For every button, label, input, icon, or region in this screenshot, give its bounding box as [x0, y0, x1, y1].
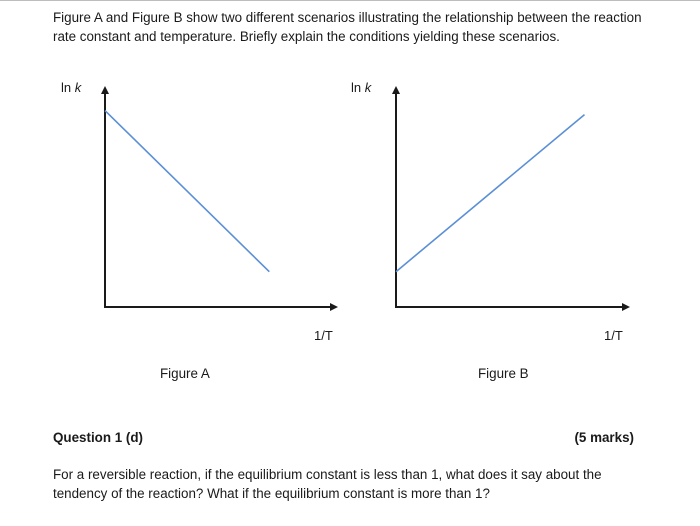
top-divider	[0, 0, 700, 1]
question-body: For a reversible reaction, if the equili…	[53, 467, 602, 501]
figure-b-data-line	[395, 113, 586, 273]
figure-a-x-axis-label: 1/T	[314, 328, 333, 343]
figure-a-y-axis-label: ln k	[61, 80, 83, 95]
intro-paragraph: Figure A and Figure B show two different…	[53, 10, 642, 44]
figure-b: ln k 1/T	[351, 80, 630, 343]
figure-b-y-axis-label: ln k	[351, 80, 373, 95]
figure-a-data-line	[104, 110, 270, 273]
figure-a-caption: Figure A	[160, 366, 210, 381]
figure-b-x-axis-label: 1/T	[604, 328, 623, 343]
question-heading: Question 1 (d)	[53, 430, 144, 445]
figure-a: ln k 1/T	[61, 80, 338, 343]
figure-b-caption: Figure B	[478, 366, 529, 381]
question-marks: (5 marks)	[574, 430, 634, 445]
